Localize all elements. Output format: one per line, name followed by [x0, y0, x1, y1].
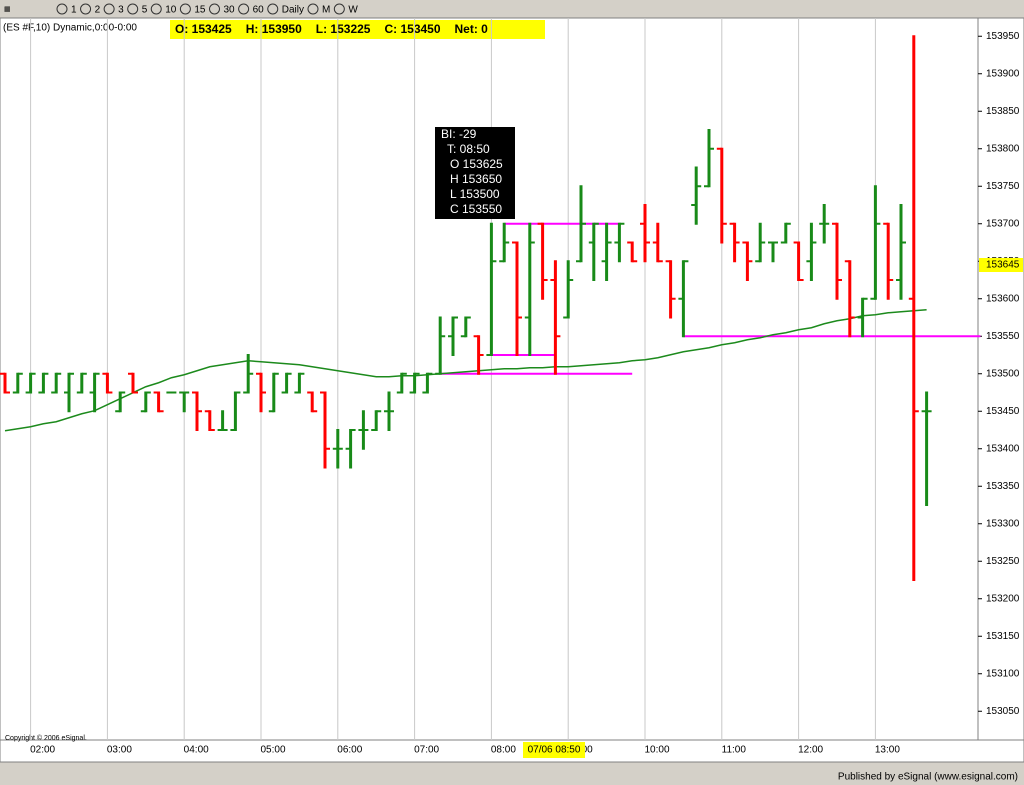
y-tick-label: 153350 — [986, 481, 1020, 492]
toolbar-icon — [333, 3, 345, 15]
tooltip-line: H 153650 — [450, 172, 502, 186]
tooltip-line: C 153550 — [450, 202, 502, 216]
moving-average — [4, 309, 927, 432]
y-tick-label: 153750 — [986, 181, 1020, 192]
toolbar-icon — [307, 3, 319, 15]
quote-field: C: 153450 — [384, 22, 440, 36]
toolbar-button[interactable]: 1 — [71, 5, 77, 16]
y-tick-label: 153600 — [986, 293, 1020, 304]
chart-title: (ES #F,10) Dynamic,0:00-0:00 — [3, 23, 137, 34]
toolbar-button[interactable]: 15 — [194, 5, 206, 16]
last-price-box — [979, 258, 1023, 272]
toolbar-button[interactable]: 3 — [118, 5, 124, 16]
toolbar-icon — [209, 3, 220, 15]
x-tick-label: 10:00 — [644, 745, 669, 756]
quote-field: O: 153425 — [175, 22, 232, 36]
y-tick-label: 153850 — [986, 106, 1020, 117]
toolbar-button[interactable]: 10 — [165, 5, 177, 16]
x-tick-label: 04:00 — [184, 745, 209, 756]
toolbar-button[interactable]: 60 — [253, 5, 265, 16]
x-tick-label: 12:00 — [798, 745, 823, 756]
y-tick-label: 153250 — [986, 556, 1020, 567]
x-tick-label: 11:00 — [722, 745, 747, 756]
toolbar-icon — [56, 3, 68, 15]
tooltip-box — [435, 127, 515, 219]
time-axis — [0, 739, 1024, 763]
toolbar-icon — [127, 3, 139, 15]
toolbar-button[interactable]: M — [322, 5, 330, 16]
y-tick-label: 153500 — [986, 368, 1020, 379]
quote-field: Net: 0 — [455, 22, 489, 36]
toolbar-button[interactable]: 5 — [142, 5, 148, 16]
quote-field: L: 153225 — [316, 22, 371, 36]
tooltip-line: BI: -29 — [441, 127, 477, 141]
y-tick-label: 153950 — [986, 31, 1020, 42]
plot-area — [0, 17, 979, 741]
y-tick-label: 153550 — [986, 331, 1020, 342]
cursor-box — [523, 742, 585, 758]
toolbar-icon — [80, 3, 92, 15]
toolbar — [0, 0, 1024, 18]
y-tick-label: 153450 — [986, 406, 1020, 417]
x-tick-label: 06:00 — [337, 745, 362, 756]
toolbar-icon — [238, 3, 250, 15]
x-tick-label: 02:00 — [30, 745, 55, 756]
y-tick-label: 153300 — [986, 518, 1020, 529]
copyright: Copyright © 2006 eSignal. — [5, 734, 87, 742]
toolbar-icon — [179, 3, 191, 15]
last-price-label: 153645 — [986, 260, 1020, 271]
tooltip-line: L 153500 — [450, 187, 500, 201]
y-tick-label: 153700 — [986, 218, 1020, 229]
y-tick-label: 153100 — [986, 668, 1020, 679]
x-tick-label: 05:00 — [260, 745, 285, 756]
y-tick-label: 153900 — [986, 68, 1020, 79]
tooltip-line: T: 08:50 — [447, 142, 490, 156]
tooltip-line: O 153625 — [450, 157, 503, 171]
y-tick-label: 153050 — [986, 706, 1020, 717]
toolbar-button[interactable]: W — [348, 5, 358, 16]
quote-box — [170, 20, 545, 39]
y-tick-label: 153800 — [986, 143, 1020, 154]
x-tick-label: 07:00 — [414, 745, 439, 756]
toolbar-icon — [103, 3, 115, 15]
toolbar-button[interactable]: 30 — [224, 5, 236, 16]
status-bar — [0, 768, 1024, 785]
toolbar-button[interactable]: 2 — [95, 5, 101, 16]
cursor-label: 07/06 08:50 — [528, 745, 581, 756]
toolbar-icon: ▦ — [4, 6, 11, 13]
toolbar-button[interactable]: Daily — [282, 5, 304, 16]
y-tick-label: 153200 — [986, 593, 1020, 604]
y-tick-label: 153150 — [986, 631, 1020, 642]
toolbar-icon — [150, 3, 162, 15]
price-axis — [977, 17, 1024, 741]
x-tick-label: 03:00 — [107, 745, 132, 756]
footer: Published by eSignal (www.esignal.com) — [838, 772, 1018, 783]
x-tick-label: 13:00 — [875, 745, 900, 756]
toolbar-icon — [267, 3, 279, 15]
quote-field: H: 153950 — [246, 22, 302, 36]
y-tick-label: 153400 — [986, 443, 1020, 454]
x-tick-label: 08:00 — [491, 745, 516, 756]
